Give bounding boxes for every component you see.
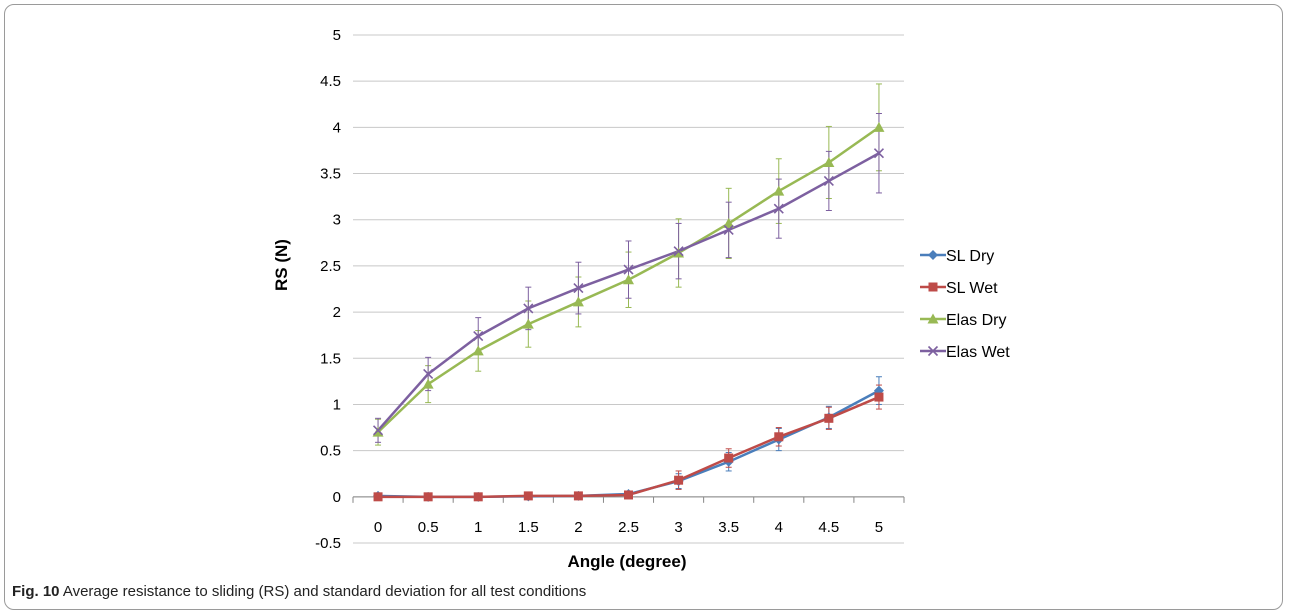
y-tick-label: 1.5 <box>320 350 341 367</box>
legend-entry-elas-wet: Elas Wet <box>920 344 1010 361</box>
legend-marker <box>927 313 939 324</box>
error-bars <box>375 83 882 499</box>
elas-wet-point <box>723 224 734 235</box>
elas-dry-point <box>522 318 534 329</box>
x-tick-label: 0.5 <box>418 519 439 536</box>
x-tick-label: 0 <box>374 519 382 536</box>
sl-wet-point <box>874 392 884 402</box>
sl-wet-line <box>378 395 880 499</box>
gridlines <box>353 34 904 544</box>
y-tick-label: 3.5 <box>320 166 341 183</box>
x-axis-title: Angle (degree) <box>567 552 686 571</box>
figure-label: Fig. 10 <box>12 583 60 600</box>
x-tick-label: 4.5 <box>818 519 839 536</box>
y-tick-label: 0.5 <box>320 443 341 460</box>
elas-wet-point <box>523 303 534 314</box>
legend-label: SL Dry <box>946 248 994 265</box>
figure-caption: Fig. 10 Average resistance to sliding (R… <box>12 583 586 600</box>
elas-wet-point <box>423 368 434 380</box>
legend-marker <box>928 250 938 260</box>
sl-wet-point <box>473 492 483 502</box>
sl-wet-point <box>724 453 734 463</box>
figure-frame <box>4 4 1283 610</box>
elas-wet-point <box>473 331 484 342</box>
x-tick-label: 1 <box>474 519 482 536</box>
y-tick-label: 1 <box>333 396 341 413</box>
y-tick-label: -0.5 <box>315 535 341 552</box>
x-axis-ticks: 0 0.5 1 1.5 2 2.5 3 3.5 4 4.5 5 <box>374 519 883 536</box>
elas-wet-point <box>773 203 784 214</box>
sl-wet-point <box>624 490 633 500</box>
elas-dry-point <box>623 274 634 285</box>
legend-entry-elas-dry: Elas Dry <box>920 312 1006 329</box>
sl-wet-point <box>373 492 383 502</box>
legend-entry-sl-wet: SL Wet <box>920 280 998 297</box>
legend-label: Elas Dry <box>946 312 1006 329</box>
elas-wet-point <box>372 425 384 436</box>
x-tick-label: 3.5 <box>718 519 739 536</box>
sl-wet-point <box>674 475 684 485</box>
legend-marker <box>928 282 938 292</box>
y-axis-ticks: -0.5 0 0.5 1 1.5 2 2.5 3 3.5 4 4.5 5 <box>315 27 341 552</box>
x-tick-label: 2 <box>574 519 582 536</box>
legend-marker <box>927 345 939 357</box>
x-tick-label: 4 <box>775 519 783 536</box>
x-tick-label: 3 <box>674 519 682 536</box>
x-tick-label: 1.5 <box>518 519 539 536</box>
legend-entry-sl-dry: SL Dry <box>920 248 994 265</box>
figure-caption-text: Average resistance to sliding (RS) and s… <box>62 583 587 600</box>
x-tick-label: 2.5 <box>618 519 639 536</box>
elas-dry-point <box>422 378 434 389</box>
elas-dry-point <box>773 185 785 196</box>
elas-wet-point <box>873 148 885 159</box>
y-tick-label: 3 <box>333 212 341 229</box>
y-tick-label: 0 <box>333 489 341 506</box>
elas-dry-point <box>472 345 484 356</box>
legend-label: SL Wet <box>946 280 998 297</box>
sl-wet-point <box>423 492 433 502</box>
y-tick-label: 5 <box>333 27 341 44</box>
y-tick-label: 4 <box>333 119 341 136</box>
sl-wet-point <box>573 491 583 501</box>
y-tick-label: 2 <box>333 304 341 321</box>
legend: SL Dry SL Wet Elas Dry Elas Wet <box>920 248 1010 361</box>
elas-dry-point <box>823 156 835 167</box>
elas-dry-point <box>873 121 885 132</box>
elas-wet-point <box>673 246 684 257</box>
elas-wet-point <box>623 264 634 275</box>
series-markers <box>372 121 885 502</box>
y-axis-title: RS (N) <box>272 239 291 291</box>
elas-wet-point <box>823 175 834 187</box>
y-tick-label: 2.5 <box>320 258 341 275</box>
sl-wet-point <box>824 413 834 423</box>
sl-dry-line <box>378 389 880 499</box>
legend-label: Elas Wet <box>946 344 1010 361</box>
x-tick-label: 5 <box>875 519 883 536</box>
y-tick-label: 4.5 <box>320 73 341 90</box>
elas-wet-point <box>573 283 584 294</box>
elas-dry-point <box>723 217 735 228</box>
elas-dry-point <box>572 296 584 307</box>
sl-wet-point <box>523 491 533 501</box>
sl-wet-point <box>774 432 784 442</box>
